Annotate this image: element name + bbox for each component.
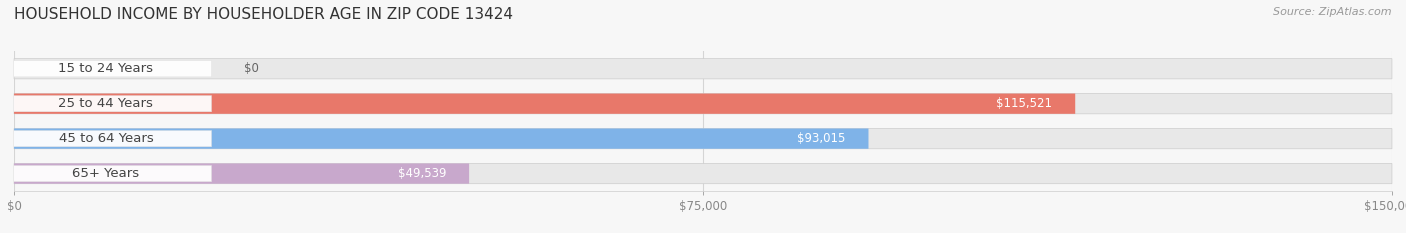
Text: 15 to 24 Years: 15 to 24 Years [59,62,153,75]
FancyBboxPatch shape [14,164,470,184]
FancyBboxPatch shape [0,96,211,112]
FancyBboxPatch shape [0,130,211,147]
Text: HOUSEHOLD INCOME BY HOUSEHOLDER AGE IN ZIP CODE 13424: HOUSEHOLD INCOME BY HOUSEHOLDER AGE IN Z… [14,7,513,22]
FancyBboxPatch shape [14,164,1392,184]
Text: Source: ZipAtlas.com: Source: ZipAtlas.com [1274,7,1392,17]
FancyBboxPatch shape [14,93,1076,114]
FancyBboxPatch shape [14,59,1392,79]
FancyBboxPatch shape [14,129,869,149]
Text: 45 to 64 Years: 45 to 64 Years [59,132,153,145]
Text: $115,521: $115,521 [997,97,1052,110]
Text: $49,539: $49,539 [398,167,446,180]
FancyBboxPatch shape [14,93,1392,114]
Text: 65+ Years: 65+ Years [72,167,139,180]
FancyBboxPatch shape [14,129,1392,149]
Text: 25 to 44 Years: 25 to 44 Years [59,97,153,110]
FancyBboxPatch shape [0,165,211,182]
Text: $0: $0 [243,62,259,75]
Text: $93,015: $93,015 [797,132,845,145]
FancyBboxPatch shape [0,61,211,77]
